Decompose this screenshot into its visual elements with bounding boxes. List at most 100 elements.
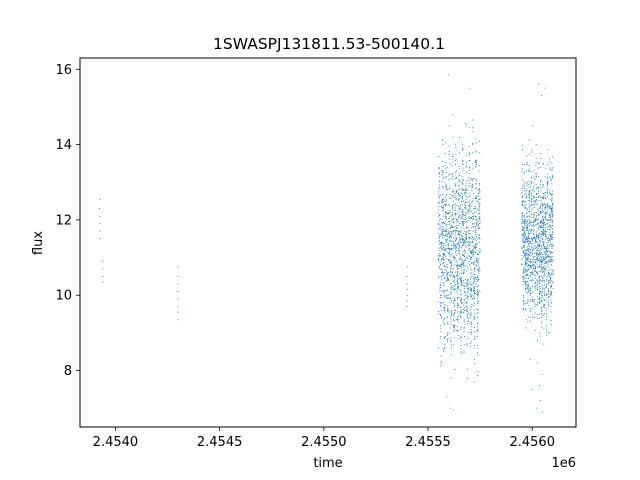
data-point (521, 226, 523, 228)
data-point (548, 192, 551, 194)
data-point (456, 290, 458, 293)
data-point (528, 234, 530, 236)
data-point (460, 241, 462, 243)
data-point (540, 307, 542, 309)
data-point (439, 224, 441, 226)
data-point (549, 212, 551, 214)
data-point (529, 221, 531, 223)
data-point (543, 288, 546, 290)
data-point (547, 237, 549, 239)
data-point (465, 183, 467, 185)
data-point (460, 294, 462, 296)
data-point (534, 237, 536, 239)
data-point (549, 190, 551, 192)
data-point (546, 313, 548, 315)
data-point (539, 195, 541, 197)
data-point (458, 252, 460, 254)
data-point (455, 261, 457, 263)
data-point (466, 196, 468, 198)
data-point (464, 307, 466, 309)
data-point (462, 261, 464, 263)
data-point (459, 249, 461, 251)
data-point (547, 290, 550, 293)
data-point (521, 214, 523, 217)
data-point (537, 193, 540, 195)
data-point (527, 257, 529, 259)
data-point (552, 234, 554, 236)
data-point (474, 309, 476, 311)
data-point (478, 217, 480, 219)
data-point (522, 229, 524, 231)
data-point (461, 181, 463, 183)
data-point (476, 200, 478, 202)
data-point (526, 190, 528, 192)
data-point (472, 178, 474, 180)
data-point (462, 224, 464, 226)
data-point (523, 275, 525, 277)
data-point (475, 211, 477, 213)
data-point (550, 279, 552, 281)
data-point (532, 256, 535, 258)
data-point (525, 288, 527, 290)
data-point (522, 244, 524, 246)
data-point (461, 301, 463, 303)
data-point (525, 327, 527, 329)
data-point (459, 208, 461, 210)
data-point (471, 240, 474, 242)
data-point (465, 234, 467, 236)
data-point (438, 212, 440, 214)
data-point (526, 241, 528, 243)
data-point (473, 281, 475, 283)
data-point (460, 351, 462, 353)
data-point (446, 339, 448, 341)
data-point (445, 183, 447, 185)
data-point (479, 238, 481, 240)
data-point (529, 251, 531, 253)
data-point (542, 234, 544, 236)
data-point (528, 265, 530, 267)
data-point (531, 251, 533, 253)
data-point (439, 243, 441, 245)
data-point (445, 162, 447, 164)
data-point (540, 247, 542, 249)
data-point (528, 153, 530, 155)
data-point (523, 226, 525, 228)
data-point (540, 189, 542, 191)
data-point (547, 226, 549, 228)
data-point (473, 358, 476, 361)
data-point (449, 193, 451, 195)
data-point (450, 321, 452, 323)
data-point (539, 258, 541, 260)
data-point (538, 283, 541, 285)
data-point (459, 195, 462, 197)
data-point (548, 331, 550, 333)
data-point (532, 264, 534, 266)
data-point (530, 274, 532, 276)
data-point (452, 153, 454, 155)
data-point (541, 260, 543, 262)
data-point (476, 294, 478, 296)
data-point (474, 197, 476, 199)
data-point (446, 241, 448, 244)
data-point (552, 260, 554, 262)
data-point (451, 206, 453, 208)
data-point (551, 251, 554, 254)
data-point (449, 210, 451, 212)
data-point (537, 200, 539, 202)
data-point (463, 288, 465, 290)
data-point (548, 275, 551, 277)
data-point (449, 251, 451, 253)
data-point (445, 218, 448, 220)
data-point (476, 238, 478, 240)
data-point (478, 228, 480, 230)
data-point (439, 188, 441, 190)
data-point (441, 160, 443, 163)
data-point (464, 252, 466, 254)
data-point (454, 257, 456, 259)
data-point (537, 237, 539, 239)
data-point (454, 159, 456, 161)
data-point (462, 182, 464, 185)
data-point (471, 202, 473, 204)
data-point (537, 218, 539, 220)
data-point (469, 308, 471, 311)
